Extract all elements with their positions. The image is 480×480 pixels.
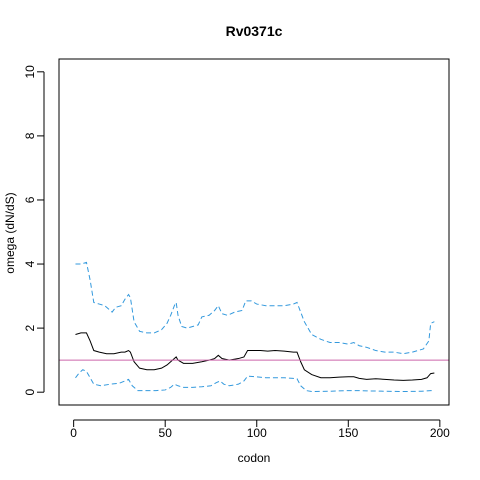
series-line-estimate	[75, 332, 435, 381]
x-tick-label: 100	[247, 426, 267, 440]
chart-title: Rv0371c	[226, 23, 283, 39]
y-axis-title: omega (dN/dS)	[3, 192, 17, 273]
x-tick-label: 50	[159, 426, 173, 440]
x-axis-title: codon	[238, 451, 271, 465]
y-tick-label: 4	[23, 260, 37, 267]
y-tick-label: 2	[23, 324, 37, 331]
series-line-upper	[75, 261, 435, 355]
y-tick-label: 0	[23, 389, 37, 396]
plot-layer: 0 50 100 150 200 0 2 4 6 8 10	[23, 58, 450, 440]
x-tick-label: 0	[70, 426, 77, 440]
plot-border	[58, 58, 450, 406]
y-tick-label: 8	[23, 132, 37, 139]
x-tick-label: 200	[430, 426, 450, 440]
x-tick-label: 150	[338, 426, 358, 440]
y-tick-label: 10	[23, 65, 37, 79]
y-tick-label: 6	[23, 196, 37, 203]
series-line-lower	[75, 369, 435, 393]
